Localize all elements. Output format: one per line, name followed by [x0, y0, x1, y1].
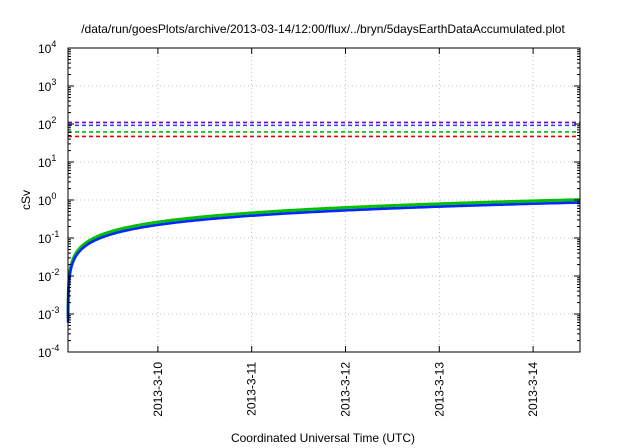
series-line — [66, 198, 581, 320]
x-tick-label: 2013-3-10 — [151, 362, 165, 417]
x-tick-label: 2013-3-14 — [526, 362, 540, 417]
y-axis-label: cSv — [19, 190, 33, 210]
y-tick-label: 10-2 — [38, 267, 59, 284]
y-tick-label: 103 — [38, 77, 56, 94]
y-tick-label: 10-1 — [38, 229, 59, 246]
y-tick-label: 10-4 — [38, 343, 59, 360]
reference-lines — [68, 121, 580, 138]
x-axis-label: Coordinated Universal Time (UTC) — [231, 431, 415, 445]
y-tick-label: 101 — [38, 153, 56, 170]
series-lines — [66, 198, 581, 324]
x-tick-label: 2013-3-11 — [245, 362, 259, 416]
x-axis: 2013-3-10 2013-3-11 2013-3-12 2013-3-13 2013… — [151, 48, 540, 417]
y-tick-label: 102 — [38, 115, 56, 132]
y-axis: 10-4 10-3 10-2 10-1 100 101 102 103 104 — [38, 39, 580, 360]
x-tick-label: 2013-3-13 — [432, 362, 446, 417]
grid — [68, 48, 580, 352]
chart-title: /data/run/goesPlots/archive/2013-03-14/1… — [81, 22, 565, 36]
series-line — [66, 201, 581, 324]
y-tick-label: 104 — [38, 39, 56, 56]
y-tick-label: 100 — [38, 191, 56, 208]
x-tick-label: 2013-3-12 — [338, 362, 352, 417]
y-tick-label: 10-3 — [38, 305, 59, 322]
